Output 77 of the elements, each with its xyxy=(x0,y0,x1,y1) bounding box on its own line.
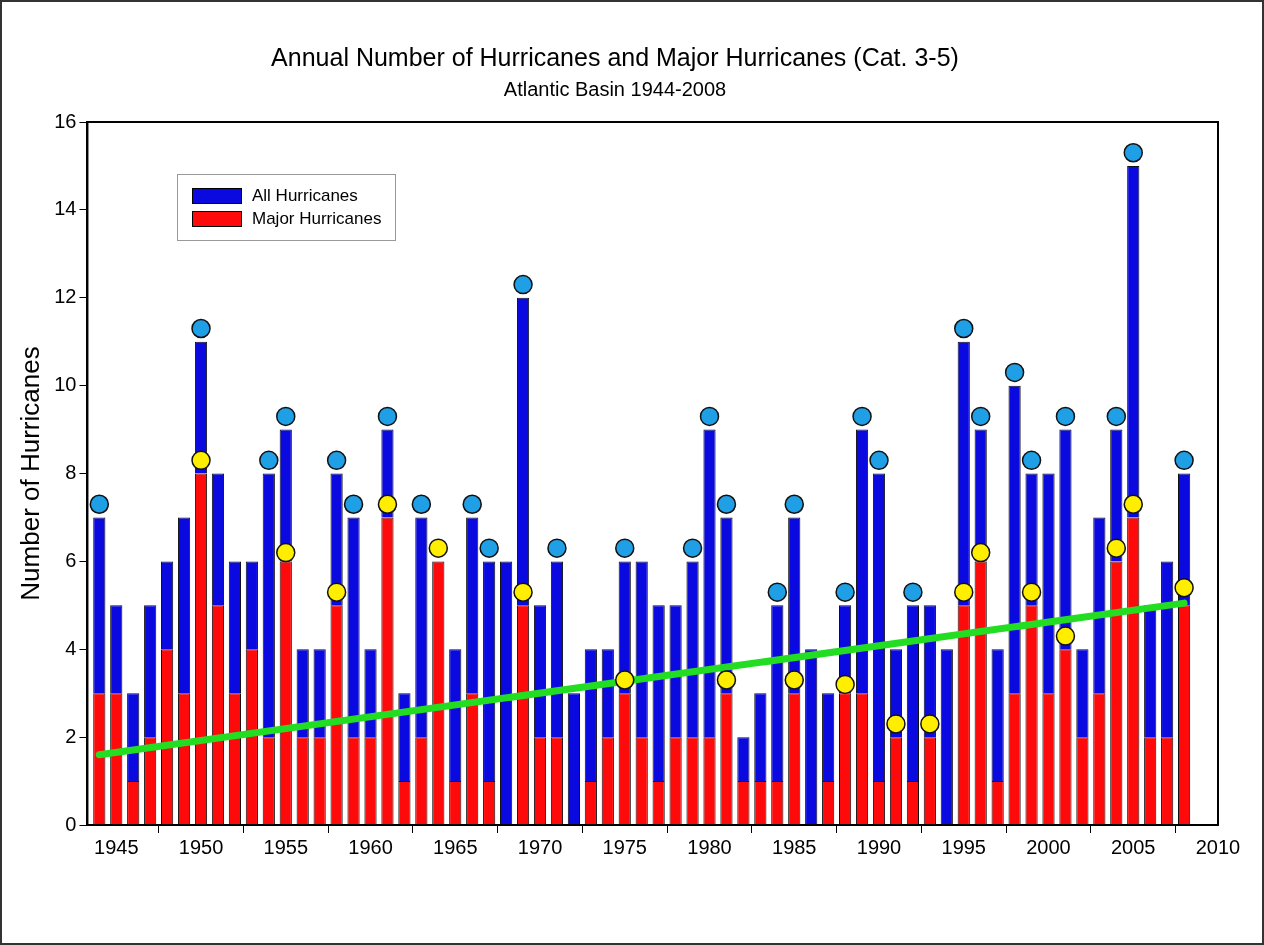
point xyxy=(784,670,804,690)
y-tick-label: 10 xyxy=(54,373,77,396)
y-tick-label: 14 xyxy=(54,197,77,220)
point xyxy=(326,450,347,471)
point xyxy=(276,542,296,563)
x-tick-label: 1945 xyxy=(94,835,139,858)
x-tick-label: 1975 xyxy=(602,835,648,858)
point xyxy=(835,674,855,695)
point xyxy=(1004,362,1025,383)
point xyxy=(835,582,855,602)
x-tick-label: 2000 xyxy=(1026,835,1071,858)
point xyxy=(954,582,974,602)
point xyxy=(479,538,499,558)
point xyxy=(699,406,720,427)
point xyxy=(1123,494,1143,515)
point xyxy=(276,406,296,427)
point xyxy=(343,494,364,515)
point xyxy=(259,450,279,471)
x-tick-label: 1995 xyxy=(941,835,986,858)
x-tick-label: 1990 xyxy=(856,835,902,858)
x-tick-label: 1970 xyxy=(517,835,563,858)
y-tick-label: 12 xyxy=(54,285,77,308)
point xyxy=(1174,450,1194,471)
point xyxy=(1106,406,1127,427)
point xyxy=(1174,577,1194,598)
point xyxy=(767,582,788,602)
x-tick-label: 1965 xyxy=(433,835,478,858)
point xyxy=(547,538,567,558)
x-tick-label: 1985 xyxy=(772,835,817,858)
x-tick-label: 1955 xyxy=(263,835,309,858)
point xyxy=(1106,538,1127,558)
point xyxy=(513,274,533,295)
y-tick-label: 8 xyxy=(65,461,77,484)
y-axis-title: Number of Hurricanes xyxy=(14,346,45,601)
point xyxy=(886,714,906,734)
x-tick-label: 2005 xyxy=(1111,835,1156,858)
point xyxy=(191,450,211,471)
point xyxy=(513,582,533,602)
point xyxy=(852,406,872,427)
point xyxy=(377,406,398,427)
point xyxy=(970,406,991,427)
point xyxy=(716,494,737,515)
x-tick-label: 1960 xyxy=(348,835,393,858)
point xyxy=(869,450,889,471)
legend-label: All Hurricanes xyxy=(252,186,358,206)
chart-title: Annual Number of Hurricanes and Major Hurricanes (Cat. 3-5) xyxy=(271,42,959,71)
legend-label: Major Hurricanes xyxy=(252,209,382,229)
point xyxy=(954,318,974,339)
point xyxy=(428,538,449,558)
point xyxy=(1021,450,1042,471)
y-tick-label: 4 xyxy=(65,636,77,659)
point xyxy=(615,538,635,558)
y-tick-label: 0 xyxy=(65,812,77,835)
point xyxy=(89,494,110,515)
point xyxy=(784,494,804,515)
point xyxy=(377,494,398,515)
x-tick-label: 1980 xyxy=(687,835,732,858)
y-tick-label: 2 xyxy=(65,724,77,747)
point xyxy=(462,494,482,515)
point xyxy=(1055,406,1076,427)
point xyxy=(920,714,940,734)
point xyxy=(326,582,347,602)
y-tick-label: 16 xyxy=(54,109,77,132)
point xyxy=(615,670,635,690)
point xyxy=(716,670,737,690)
point xyxy=(191,318,211,339)
x-tick-label: 1950 xyxy=(178,835,224,858)
chart-subtitle: Atlantic Basin 1944-2008 xyxy=(503,77,727,100)
point xyxy=(1055,626,1076,646)
point xyxy=(903,582,923,602)
point xyxy=(682,538,703,558)
point xyxy=(411,494,432,515)
x-tick-label: 2010 xyxy=(1195,835,1241,858)
point xyxy=(1123,143,1143,163)
point xyxy=(1021,582,1042,602)
y-tick-label: 6 xyxy=(65,548,77,571)
point xyxy=(970,542,991,563)
